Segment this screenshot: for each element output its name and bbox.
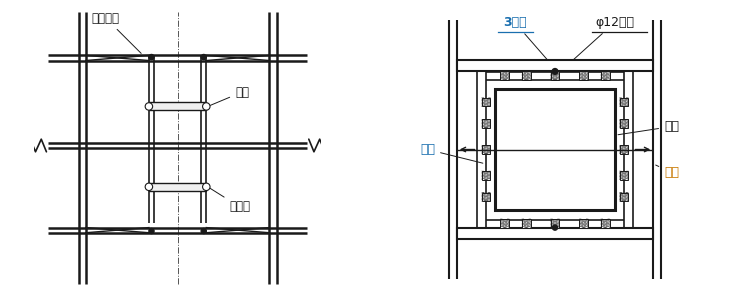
Text: 模板: 模板	[618, 120, 679, 135]
Text: 钢管: 钢管	[656, 165, 679, 179]
Bar	[601, 71, 610, 80]
Bar	[522, 71, 531, 80]
Circle shape	[149, 54, 154, 60]
Circle shape	[201, 54, 206, 60]
Bar	[619, 193, 628, 201]
Circle shape	[145, 103, 152, 110]
Bar	[619, 98, 628, 106]
Text: φ12螺杆: φ12螺杆	[565, 16, 634, 67]
Bar	[482, 98, 491, 106]
Bar	[495, 89, 615, 210]
Circle shape	[201, 228, 206, 234]
Bar	[579, 71, 588, 80]
Bar	[482, 171, 491, 180]
Circle shape	[552, 68, 558, 74]
Bar	[500, 71, 509, 80]
Bar	[149, 183, 206, 191]
Circle shape	[149, 228, 154, 234]
Bar	[482, 119, 491, 128]
Text: 满堂支架: 满堂支架	[92, 12, 141, 54]
Bar	[619, 145, 628, 154]
Circle shape	[145, 183, 152, 190]
Bar	[579, 219, 588, 228]
Bar	[619, 171, 628, 180]
Circle shape	[203, 183, 210, 190]
Bar	[482, 193, 491, 201]
Circle shape	[203, 103, 210, 110]
Circle shape	[553, 225, 557, 230]
Bar	[482, 145, 491, 154]
Bar	[457, 228, 653, 239]
Bar	[149, 103, 206, 110]
Bar	[551, 71, 559, 80]
Bar	[522, 219, 531, 228]
Text: 柱模板: 柱模板	[210, 188, 250, 213]
Bar	[601, 219, 610, 228]
Bar	[619, 119, 628, 128]
Bar	[457, 60, 653, 71]
Text: 木枋: 木枋	[420, 143, 482, 163]
Bar	[500, 219, 509, 228]
Bar	[551, 219, 559, 228]
Text: 柱箍: 柱箍	[210, 86, 249, 105]
Text: 3型卡: 3型卡	[503, 16, 554, 66]
